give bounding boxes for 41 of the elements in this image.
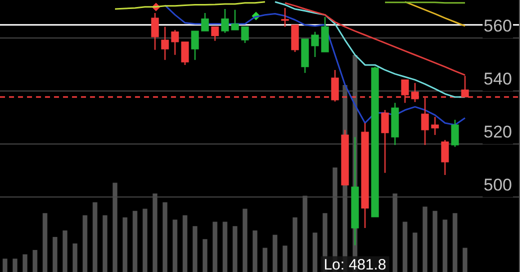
bar <box>132 210 138 272</box>
bar <box>452 213 458 272</box>
bar <box>232 226 238 272</box>
bar <box>212 222 218 272</box>
bar <box>62 230 68 272</box>
bar <box>422 206 428 272</box>
bar <box>282 246 288 272</box>
bar <box>412 232 418 272</box>
bar <box>182 215 188 272</box>
y-tick-label: 500 <box>484 176 512 195</box>
bar <box>292 217 298 272</box>
bar <box>42 213 48 272</box>
bar <box>2 258 8 272</box>
bar <box>192 226 198 272</box>
bar <box>442 220 448 272</box>
y-tick-label: 560 <box>484 16 512 36</box>
bar <box>142 208 148 272</box>
bar <box>312 232 318 272</box>
bar <box>272 234 278 272</box>
bar <box>202 239 208 272</box>
bar <box>102 215 108 272</box>
bar <box>32 250 38 272</box>
annotation: Lo: 481.8 <box>324 256 386 272</box>
bar <box>262 248 268 272</box>
y-tick-label: 520 <box>484 122 512 142</box>
bar <box>432 210 438 272</box>
bar <box>252 230 258 272</box>
bar <box>222 222 228 272</box>
bar <box>72 243 78 272</box>
bar <box>12 258 18 272</box>
bar <box>462 248 468 272</box>
bar <box>22 254 28 272</box>
bar <box>242 208 248 272</box>
bar <box>172 220 178 272</box>
bar <box>52 236 58 272</box>
bar <box>162 202 168 272</box>
bar <box>92 202 98 272</box>
bar <box>402 222 408 272</box>
bar <box>122 217 128 272</box>
bar <box>82 215 88 272</box>
y-tick-label: 540 <box>484 70 512 89</box>
